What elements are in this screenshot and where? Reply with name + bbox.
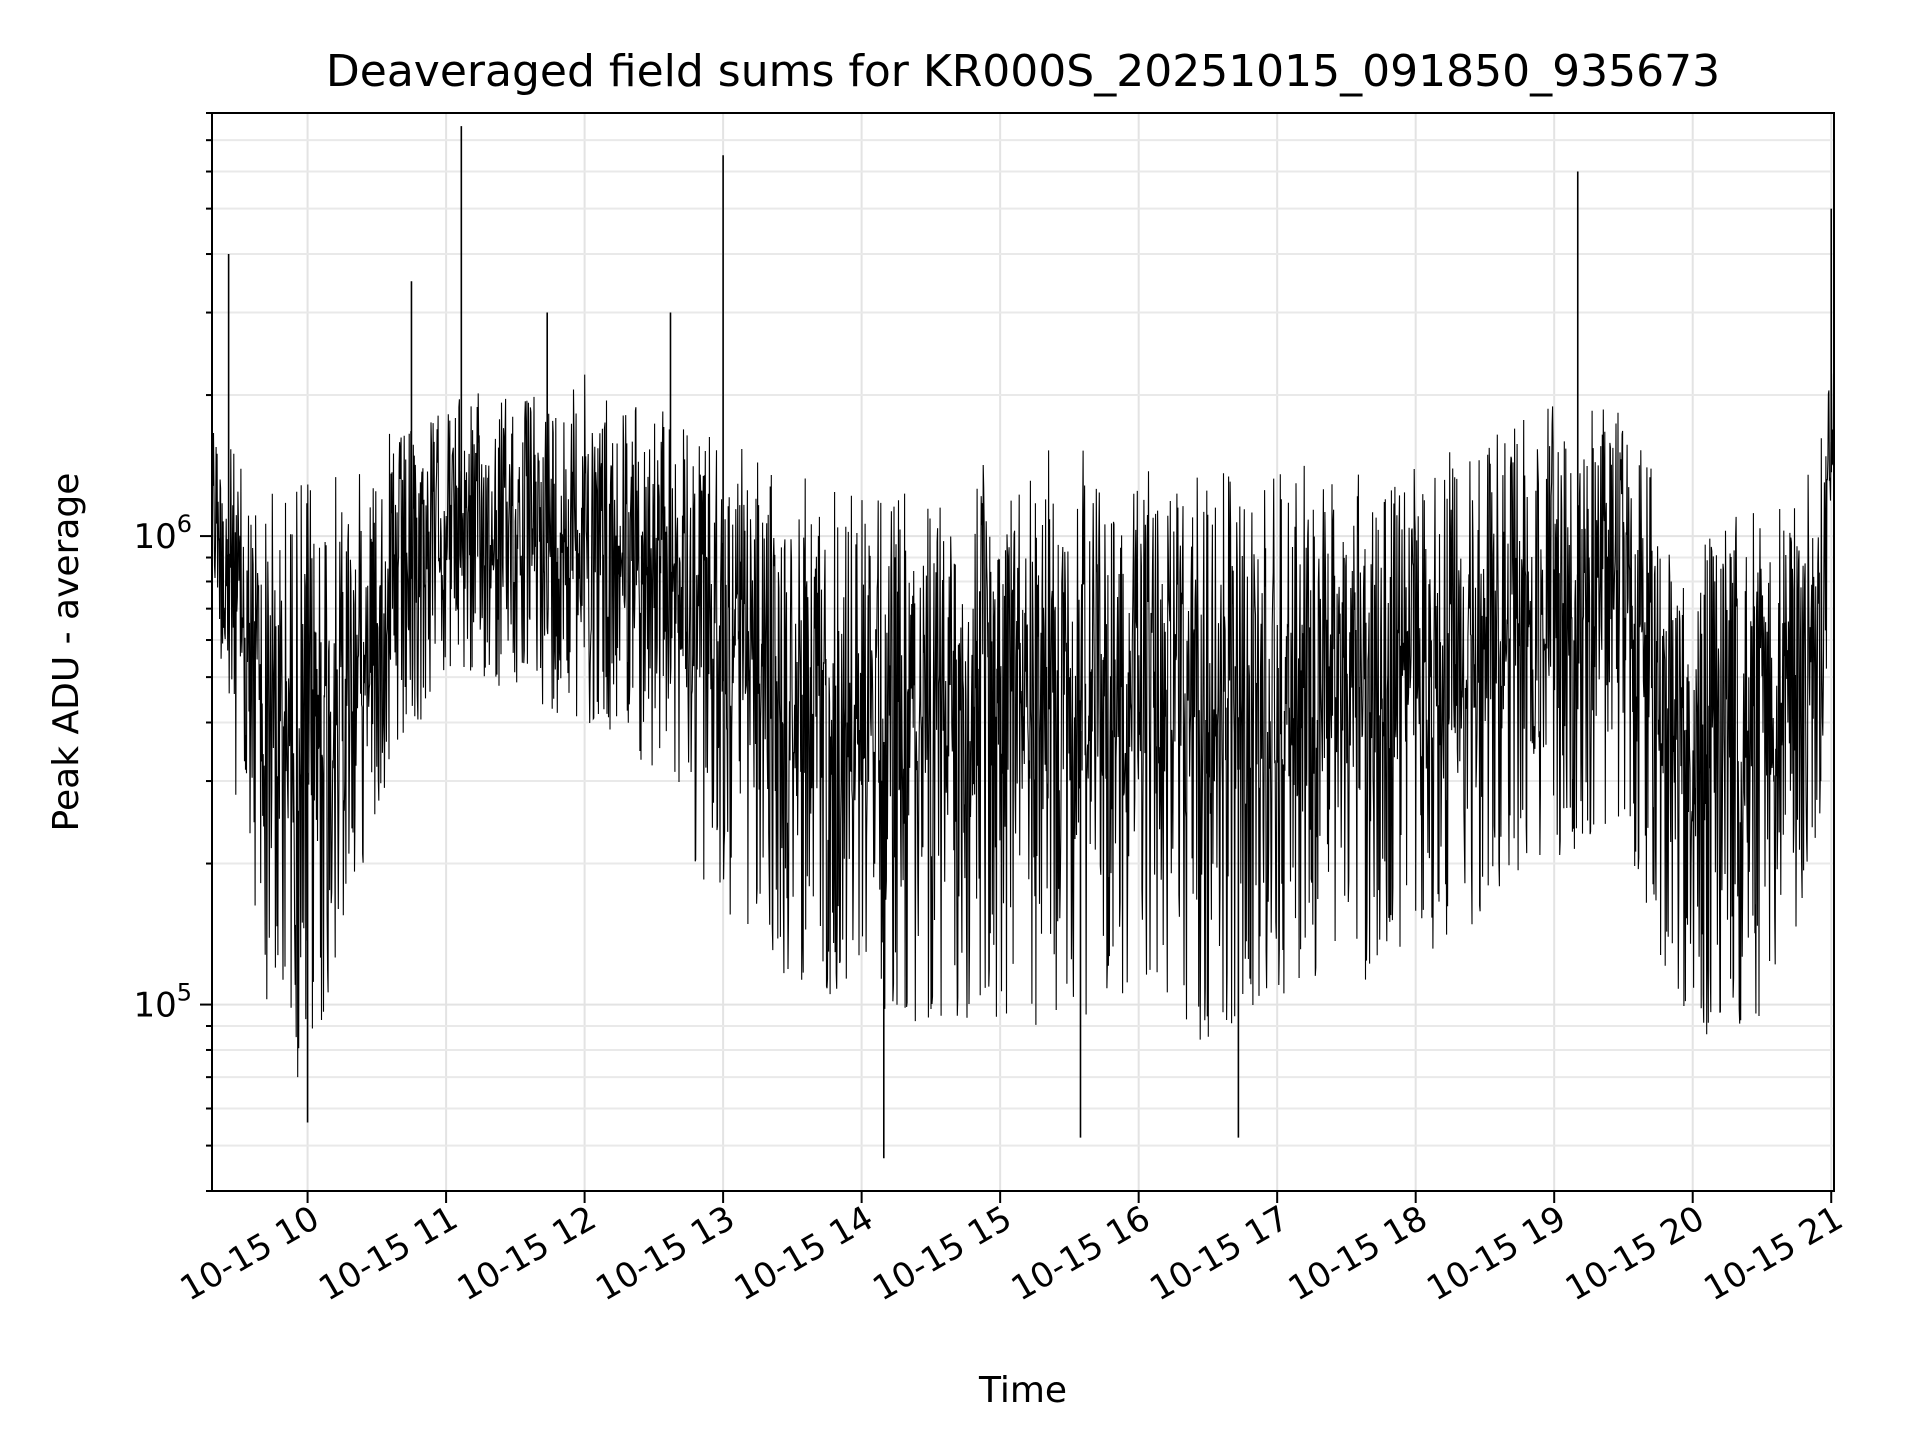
x-tick-label: 10-15 11 [312, 1198, 464, 1309]
plot-frame [211, 112, 1835, 1192]
x-tick-label: 10-15 13 [589, 1198, 741, 1309]
x-tick-label: 10-15 14 [728, 1198, 880, 1309]
y-tick-label: 105 [133, 979, 192, 1026]
series-path [211, 373, 1835, 1078]
x-axis-label: Time [978, 1370, 1067, 1411]
series-line [211, 126, 1835, 1159]
y-axis: 105 106 [133, 112, 212, 1192]
x-tick-label: 10-15 18 [1282, 1198, 1434, 1309]
x-tick-label: 10-15 20 [1559, 1198, 1711, 1309]
x-tick-label: 10-15 17 [1143, 1198, 1295, 1309]
y-axis-label: Peak ADU - average [46, 473, 87, 832]
x-tick-label: 10-15 16 [1005, 1198, 1157, 1309]
x-tick-label: 10-15 15 [866, 1198, 1018, 1309]
y-tick-label: 106 [133, 510, 192, 557]
x-tick-label: 10-15 21 [1697, 1198, 1849, 1309]
x-tick-label: 10-15 19 [1420, 1198, 1572, 1309]
x-tick-label: 10-15 10 [174, 1198, 326, 1309]
chart-title: Deaveraged field sums for KR000S_2025101… [326, 46, 1720, 97]
x-tick-label: 10-15 12 [451, 1198, 603, 1309]
